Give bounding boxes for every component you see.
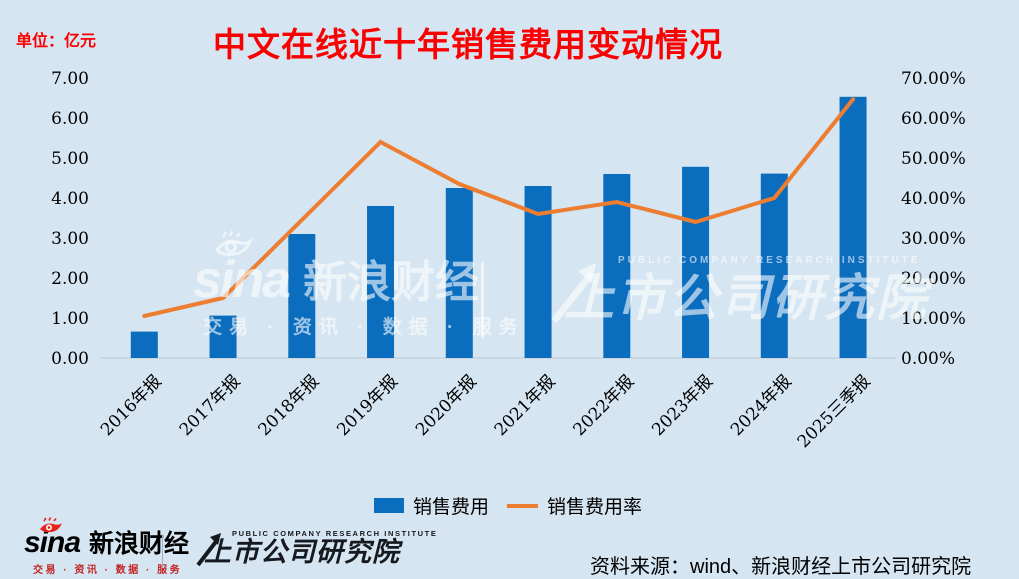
bar-2024年报 xyxy=(760,173,788,358)
x-axis-label: 2023年报 xyxy=(648,371,717,440)
sina-eye-icon xyxy=(38,517,64,540)
right-axis-tick: 20.00% xyxy=(901,269,966,289)
bar-2016年报 xyxy=(130,331,158,358)
right-axis-tick: 30.00% xyxy=(901,229,966,249)
right-axis-tick: 60.00% xyxy=(901,109,966,129)
x-axis-label: 2016年报 xyxy=(97,371,166,440)
chart-title: 中文在线近十年销售费用变动情况 xyxy=(213,26,723,63)
unit-label: 单位：亿元 xyxy=(16,31,97,50)
legend-line-label: 销售费用率 xyxy=(547,496,643,518)
combo-chart: 7.00 6.00 5.00 4.00 3.00 2.00 1.00 0.00 70.00% 60… xyxy=(51,69,966,452)
x-axis-label: 2020年报 xyxy=(412,371,481,440)
x-axis-label: 2017年报 xyxy=(176,371,245,440)
institute-caps: PUBLIC COMPANY RESEARCH INSTITUTE xyxy=(232,529,438,538)
legend-bar-label: 销售费用 xyxy=(413,496,490,518)
bar-2018年报 xyxy=(288,234,316,358)
x-axis-label: 2022年报 xyxy=(570,371,639,440)
arrow-up-icon xyxy=(194,531,226,574)
right-axis-tick: 40.00% xyxy=(901,189,966,209)
right-axis-tick: 50.00% xyxy=(901,149,966,169)
sina-logo: sina 新浪财经 交易 · 资讯 · 数据 · 服务 xyxy=(24,517,190,576)
bar-2023年报 xyxy=(682,166,710,358)
x-axis-label: 2024年报 xyxy=(727,371,796,440)
footer-divider xyxy=(162,534,163,568)
sina-tagline: 交易 · 资讯 · 数据 · 服务 xyxy=(33,565,183,576)
left-axis-tick: 7.00 xyxy=(51,69,89,89)
watermark-divider xyxy=(481,262,484,338)
source-text: 资料来源：wind、新浪财经上市公司研究院 xyxy=(590,556,972,578)
sina-logo-brand: 新浪财经 xyxy=(89,530,190,558)
bar-2020年报 xyxy=(445,188,473,358)
bar-2025三季报 xyxy=(839,96,867,359)
left-axis-tick: 3.00 xyxy=(51,229,89,249)
x-axis-label: 2019年报 xyxy=(333,371,402,440)
bar-2017年报 xyxy=(209,315,237,358)
legend-bar-swatch xyxy=(374,498,404,513)
left-axis-tick: 6.00 xyxy=(51,109,89,129)
left-axis-tick: 4.00 xyxy=(51,189,89,209)
bar-2019年报 xyxy=(367,206,395,358)
left-axis-tick: 2.00 xyxy=(51,269,89,289)
trend-line xyxy=(142,97,856,318)
x-axis-label: 2025三季报 xyxy=(794,371,875,452)
x-axis-label: 2021年报 xyxy=(491,371,560,440)
right-axis-tick: 0.00% xyxy=(901,349,955,369)
left-axis-tick: 0.00 xyxy=(51,349,89,369)
legend: 销售费用 销售费用率 xyxy=(374,492,642,519)
legend-line-swatch xyxy=(507,503,539,508)
left-axis-tick: 1.00 xyxy=(51,309,89,329)
left-axis-tick: 5.00 xyxy=(51,149,89,169)
institute-name: 上市公司研究院 xyxy=(204,537,400,567)
right-axis-tick: 70.00% xyxy=(901,69,966,89)
sina-logo-word: sina xyxy=(24,526,81,559)
x-axis-label: 2018年报 xyxy=(255,371,324,440)
institute-logo: PUBLIC COMPANY RESEARCH INSTITUTE 上市公司研究… xyxy=(176,529,438,567)
right-axis-tick: 10.00% xyxy=(901,309,966,329)
